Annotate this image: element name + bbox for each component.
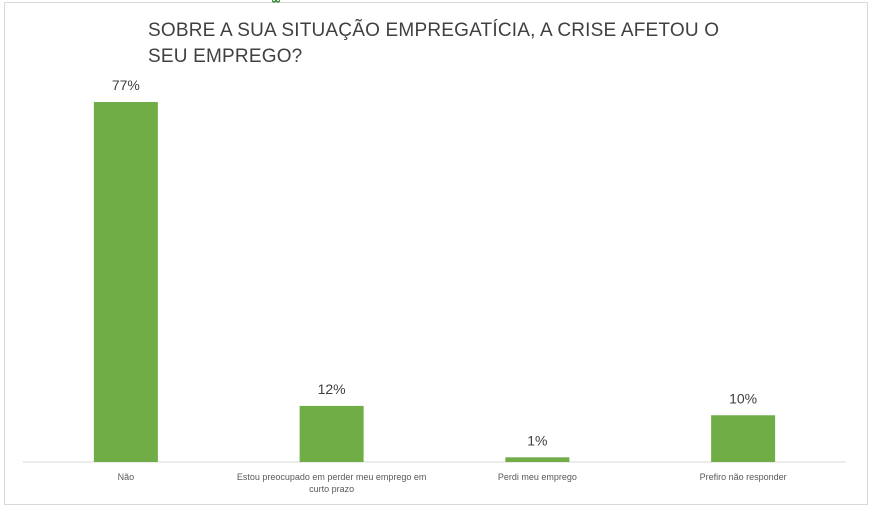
chart-title: SOBRE A SUA SITUAÇÃO EMPREGATÍCIA, A CRI… xyxy=(148,20,720,67)
data-label: 10% xyxy=(729,390,757,406)
data-label: 12% xyxy=(318,381,346,397)
category-label: Estou preocupado em perder meu emprego e… xyxy=(236,472,427,494)
data-label: 1% xyxy=(527,432,547,448)
bar xyxy=(299,405,364,462)
leaf-icon xyxy=(272,0,280,3)
data-label: 77% xyxy=(112,77,140,93)
category-label: Prefiro não responder xyxy=(699,472,787,482)
bar xyxy=(711,415,776,462)
category-label: Não xyxy=(117,472,135,482)
bar xyxy=(93,102,158,463)
category-label: Perdi meu emprego xyxy=(497,472,577,482)
bar xyxy=(505,457,570,462)
